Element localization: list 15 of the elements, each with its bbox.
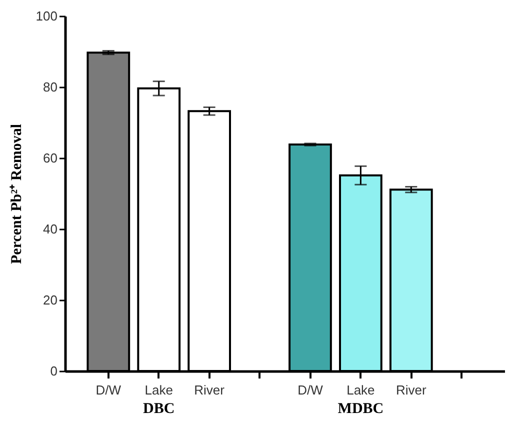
y-tick-label: 40 <box>43 222 58 236</box>
x-tick-label: D/W <box>298 382 324 398</box>
y-tick-label: 0 <box>50 364 58 378</box>
text: MDBC <box>338 401 384 417</box>
x-tick-label: River <box>194 382 226 398</box>
y-tick-label: 20 <box>43 292 58 308</box>
y-tick-label: 60 <box>43 150 58 166</box>
y-axis-title: Percent Pb²⁺ Removal <box>8 124 25 264</box>
y-tick-label: 80 <box>43 80 58 94</box>
x-tick-label: Lake <box>144 382 173 398</box>
x-tick-label: River <box>396 382 427 398</box>
y-tick-label: 100 <box>36 8 58 24</box>
text: DBC <box>143 401 175 417</box>
x-tick-label: Lake <box>346 382 375 398</box>
x-tick-label: D/W <box>96 382 122 398</box>
